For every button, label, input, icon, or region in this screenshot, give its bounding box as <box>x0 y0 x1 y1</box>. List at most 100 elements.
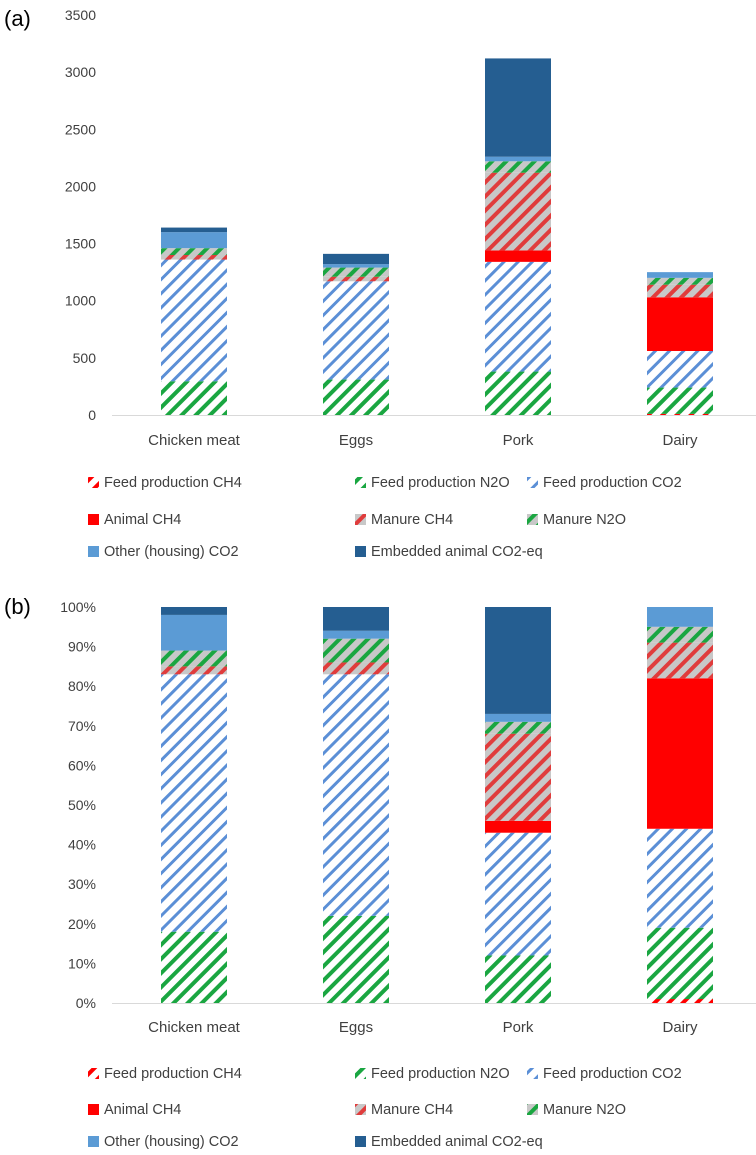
y-tick-label: 500 <box>73 350 97 366</box>
bar-dairy-manure-ch4 <box>647 284 713 298</box>
bar-dairy-feed-production-n2o <box>647 927 713 1000</box>
bar-chicken-meat-manure-n2o <box>161 248 227 255</box>
y-tick-label: 2500 <box>65 121 96 137</box>
panel-a-legend: Feed production CH4 Feed production N2O Fe… <box>88 475 682 560</box>
x-tick-label: Dairy <box>662 1019 698 1036</box>
bar-eggs-other-housing-co2 <box>323 630 389 639</box>
bar-dairy-manure-n2o <box>647 626 713 643</box>
legend-swatch-feed-production-co2 <box>527 477 538 488</box>
y-tick-label: 1500 <box>65 236 96 252</box>
legend-swatch-manure-n2o <box>527 1104 538 1115</box>
x-tick-label: Chicken meat <box>148 432 241 449</box>
legend-swatch-other-housing-co2 <box>88 1136 99 1147</box>
panel-b: (b) 0% 10% 20% 30% 40% 50% 60% 70% 80% 90% 100% Chi… <box>4 594 756 1150</box>
bar-pork-manure-ch4 <box>485 733 551 821</box>
legend-swatch-feed-production-ch4 <box>88 1068 99 1079</box>
y-tick-label: 0% <box>76 995 96 1011</box>
legend-label-feed-production-ch4: Feed production CH4 <box>104 1066 242 1082</box>
legend-label-manure-n2o: Manure N2O <box>543 512 626 528</box>
bar-chicken-meat-feed-production-co2 <box>161 674 227 932</box>
legend-label-feed-production-n2o: Feed production N2O <box>371 475 510 491</box>
bar-pork-feed-production-co2 <box>485 832 551 956</box>
bar-pork-feed-production-n2o <box>485 955 551 1003</box>
bar-pork-animal-ch4 <box>485 250 551 262</box>
bar-pork-manure-n2o <box>485 721 551 734</box>
legend-swatch-animal-ch4 <box>88 1104 99 1115</box>
y-tick-label: 60% <box>68 757 96 773</box>
bar-dairy-animal-ch4 <box>647 297 713 351</box>
y-tick-label: 80% <box>68 678 96 694</box>
legend-swatch-feed-production-n2o <box>355 1068 366 1079</box>
bar-dairy-manure-ch4 <box>647 642 713 679</box>
bar-chicken-meat-embedded-animal-co2-eq <box>161 607 227 615</box>
bar-pork-manure-ch4 <box>485 172 551 251</box>
bar-chicken-meat-manure-n2o <box>161 650 227 667</box>
bar-eggs-feed-production-co2 <box>323 674 389 916</box>
legend-label-animal-ch4: Animal CH4 <box>104 1102 181 1118</box>
legend-label-feed-production-n2o: Feed production N2O <box>371 1066 510 1082</box>
bar-eggs-embedded-animal-co2-eq <box>323 607 389 631</box>
bar-chicken-meat-other-housing-co2 <box>161 614 227 651</box>
x-tick-label: Eggs <box>339 1019 373 1036</box>
legend-swatch-feed-production-co2 <box>527 1068 538 1079</box>
y-tick-label: 70% <box>68 718 96 734</box>
legend-label-manure-ch4: Manure CH4 <box>371 512 453 528</box>
legend-swatch-feed-production-ch4 <box>88 477 99 488</box>
bar-eggs-feed-production-n2o <box>323 379 389 415</box>
bar-eggs-manure-n2o <box>323 267 389 277</box>
bar-chicken-meat-feed-production-n2o <box>161 931 227 1003</box>
bar-dairy-manure-n2o <box>647 277 713 285</box>
panel-b-plot: 0% 10% 20% 30% 40% 50% 60% 70% 80% 90% 100% Chicken… <box>60 599 756 1036</box>
bar-dairy-other-housing-co2 <box>647 607 713 627</box>
bar-eggs-manure-n2o <box>323 638 389 663</box>
y-tick-label: 40% <box>68 837 96 853</box>
bar-eggs-other-housing-co2 <box>323 264 389 268</box>
bar-dairy-feed-production-co2 <box>647 828 713 928</box>
y-tick-label: 30% <box>68 876 96 892</box>
legend-label-other-housing-co2: Other (housing) CO2 <box>104 544 239 560</box>
y-tick-label: 50% <box>68 797 96 813</box>
legend-label-other-housing-co2: Other (housing) CO2 <box>104 1134 239 1150</box>
y-tick-label: 1000 <box>65 293 96 309</box>
bar-dairy-other-housing-co2 <box>647 272 713 278</box>
bar-pork-manure-n2o <box>485 161 551 173</box>
bar-eggs-feed-production-n2o <box>323 915 389 1003</box>
legend-label-manure-ch4: Manure CH4 <box>371 1102 453 1118</box>
y-tick-label: 20% <box>68 916 96 932</box>
bar-chicken-meat-feed-production-n2o <box>161 381 227 415</box>
panel-b-legend: Feed production CH4 Feed production N2O Fe… <box>88 1066 682 1150</box>
legend-swatch-manure-n2o <box>527 514 538 525</box>
y-tick-label: 100% <box>60 599 96 615</box>
bar-eggs-manure-ch4 <box>323 276 389 282</box>
bar-eggs-feed-production-co2 <box>323 281 389 380</box>
bar-chicken-meat-manure-ch4 <box>161 255 227 260</box>
bar-dairy-feed-production-n2o <box>647 387 713 414</box>
bar-dairy-feed-production-co2 <box>647 351 713 388</box>
legend-label-animal-ch4: Animal CH4 <box>104 512 181 528</box>
x-tick-label: Dairy <box>662 432 698 449</box>
bar-chicken-meat-embedded-animal-co2-eq <box>161 227 227 233</box>
legend-label-feed-production-co2: Feed production CO2 <box>543 1066 682 1082</box>
bar-pork-other-housing-co2 <box>485 156 551 162</box>
y-tick-label: 3000 <box>65 64 96 80</box>
legend-swatch-embedded-animal-co2-eq <box>355 546 366 557</box>
panel-a-label: (a) <box>4 6 31 31</box>
x-tick-label: Eggs <box>339 432 373 449</box>
legend-label-feed-production-co2: Feed production CO2 <box>543 475 682 491</box>
legend-swatch-embedded-animal-co2-eq <box>355 1136 366 1147</box>
x-tick-label: Pork <box>503 1019 534 1036</box>
y-tick-label: 90% <box>68 639 96 655</box>
y-tick-label: 10% <box>68 955 96 971</box>
legend-swatch-animal-ch4 <box>88 514 99 525</box>
y-tick-label: 2000 <box>65 178 96 194</box>
y-tick-label: 0 <box>88 407 96 423</box>
bar-dairy-feed-production-ch4 <box>647 999 713 1003</box>
legend-swatch-other-housing-co2 <box>88 546 99 557</box>
bar-chicken-meat-manure-ch4 <box>161 666 227 675</box>
bar-pork-other-housing-co2 <box>485 713 551 722</box>
bar-dairy-animal-ch4 <box>647 678 713 829</box>
bar-pork-embedded-animal-co2-eq <box>485 607 551 714</box>
legend-swatch-feed-production-n2o <box>355 477 366 488</box>
bar-chicken-meat-other-housing-co2 <box>161 232 227 249</box>
